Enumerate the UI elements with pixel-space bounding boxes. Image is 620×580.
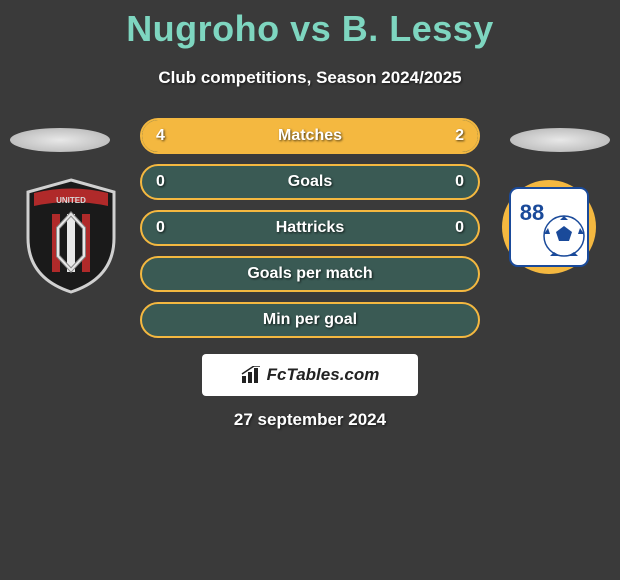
stat-label: Matches: [278, 127, 342, 145]
stat-row: Min per goal: [140, 302, 480, 338]
player1-name: Nugroho: [126, 8, 279, 49]
platform-left: [10, 128, 110, 152]
stat-value-right: 0: [455, 219, 464, 237]
comparison-title: Nugroho vs B. Lessy: [0, 0, 620, 50]
club-badge-left: UNITED: [22, 178, 120, 294]
player2-name: B. Lessy: [342, 8, 494, 49]
stat-value-right: 0: [455, 173, 464, 191]
stat-row: 0 0 Hattricks: [140, 210, 480, 246]
svg-text:UNITED: UNITED: [56, 196, 86, 205]
date-line: 27 september 2024: [0, 410, 620, 430]
stats-column: 4 2 Matches 0 0 Goals 0 0 Hattricks Goals per mat…: [140, 118, 480, 348]
stat-label: Min per goal: [263, 311, 357, 329]
stat-value-left: 0: [156, 219, 165, 237]
stat-label: Goals: [288, 173, 332, 191]
stat-label: Hattricks: [276, 219, 344, 237]
stat-value-left: 0: [156, 173, 165, 191]
platform-right: [510, 128, 610, 152]
chart-icon: [241, 366, 263, 384]
svg-text:88: 88: [520, 200, 544, 225]
stat-row: 0 0 Goals: [140, 164, 480, 200]
stat-value-right: 2: [455, 127, 464, 145]
brand-box: FcTables.com: [202, 354, 418, 396]
subtitle: Club competitions, Season 2024/2025: [0, 68, 620, 88]
stat-label: Goals per match: [247, 265, 372, 283]
stat-row: Goals per match: [140, 256, 480, 292]
club-badge-right: 88: [500, 178, 598, 276]
vs-text: vs: [290, 8, 331, 49]
stat-value-left: 4: [156, 127, 165, 145]
brand-text: FcTables.com: [267, 365, 380, 385]
stat-row: 4 2 Matches: [140, 118, 480, 154]
